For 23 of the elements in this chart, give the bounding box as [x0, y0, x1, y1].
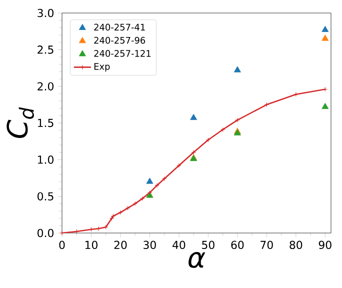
legend-label: 240-257-96 [94, 36, 146, 44]
x-tick-label: 50 [202, 240, 214, 250]
x-tick-label: 0 [59, 240, 65, 250]
x-tick-label: 90 [318, 240, 332, 250]
y-tick-label: 0.0 [38, 228, 54, 238]
legend-label: 240-257-41 [94, 24, 145, 31]
y-tick-label: 0.5 [38, 192, 54, 200]
y-tick-label: 2.0 [38, 82, 54, 90]
y-tick-label: 3.0 [38, 8, 54, 18]
y-tick-label: 1.0 [38, 156, 54, 164]
x-tick-label: 40 [172, 240, 186, 250]
x-tick-label: 70 [260, 240, 273, 250]
x-tick-label: 20 [114, 240, 127, 250]
y-axis-title: C$_{d}$ [6, 107, 34, 138]
x-axis-title: α [188, 252, 206, 268]
x-tick-label: 60 [231, 240, 244, 250]
y-tick-label: 2.5 [38, 46, 54, 54]
y-tick-label: 1.5 [38, 118, 54, 128]
x-tick-label: 80 [290, 240, 302, 250]
x-tick-label: 30 [144, 240, 156, 250]
x-tick-label: 10 [85, 240, 98, 250]
legend-label: 240-257-121 [94, 50, 151, 57]
legend-label: Exp [94, 63, 110, 72]
